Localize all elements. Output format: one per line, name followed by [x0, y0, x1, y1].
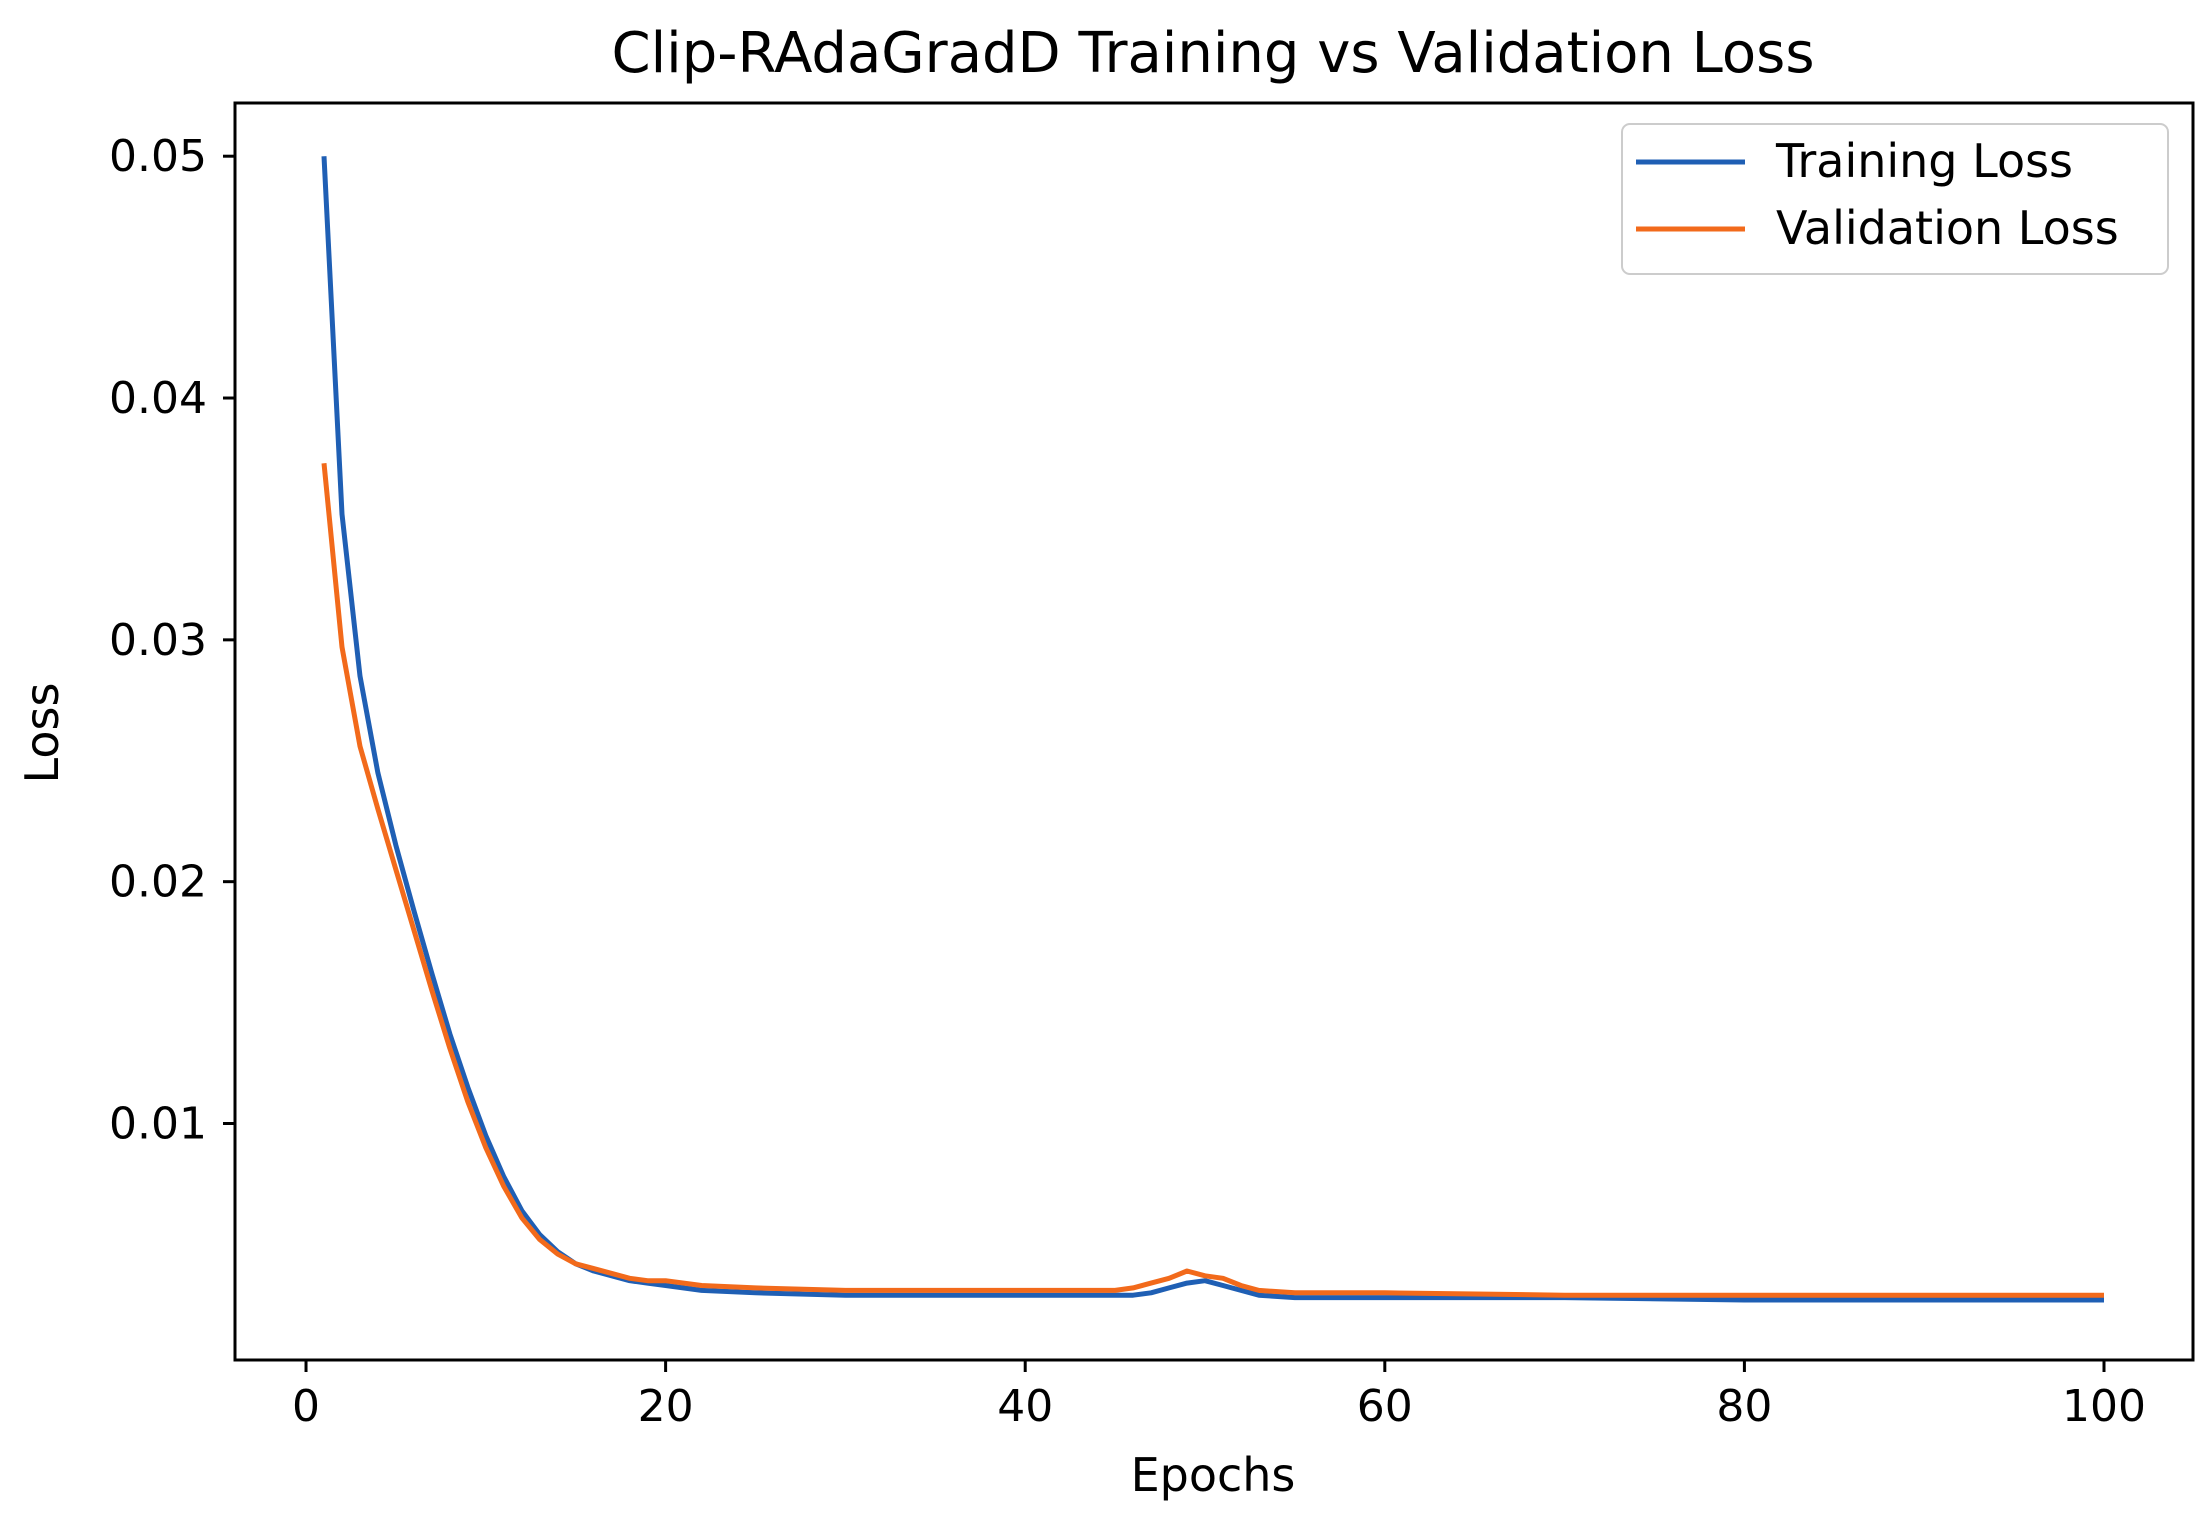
y-axis-ticks: 0.01 0.02 0.03 0.04 0.05	[109, 131, 235, 1149]
x-tick-label: 60	[1357, 1381, 1413, 1432]
series-line-training-loss	[321, 156, 2104, 1303]
y-axis-label: Loss	[15, 683, 69, 784]
x-tick-label: 20	[638, 1381, 694, 1432]
y-tick-label: 0.03	[109, 615, 207, 666]
y-tick-label: 0.04	[109, 373, 207, 424]
plot-frame	[233, 101, 2195, 1362]
series-layer	[321, 156, 2104, 1303]
legend-label-validation: Validation Loss	[1776, 201, 2119, 255]
legend-label-training: Training Loss	[1775, 134, 2073, 188]
y-tick-label: 0.01	[109, 1098, 207, 1149]
x-tick-label: 80	[1716, 1381, 1772, 1432]
legend-box	[1621, 123, 2169, 275]
series-line-validation-loss	[321, 463, 2104, 1298]
chart-title: Clip-RAdaGradD Training vs Validation Lo…	[611, 21, 1814, 86]
x-tick-label: 0	[292, 1381, 320, 1432]
x-axis-label: Epochs	[1131, 1448, 1296, 1502]
legend: Training Loss Validation Loss	[1621, 123, 2169, 275]
x-axis-ticks: 0 20 40 60 80 100	[292, 1360, 2146, 1432]
x-tick-label: 40	[997, 1381, 1053, 1432]
y-tick-label: 0.02	[109, 857, 207, 908]
y-tick-label: 0.05	[109, 131, 207, 182]
x-tick-label: 100	[2062, 1381, 2146, 1432]
